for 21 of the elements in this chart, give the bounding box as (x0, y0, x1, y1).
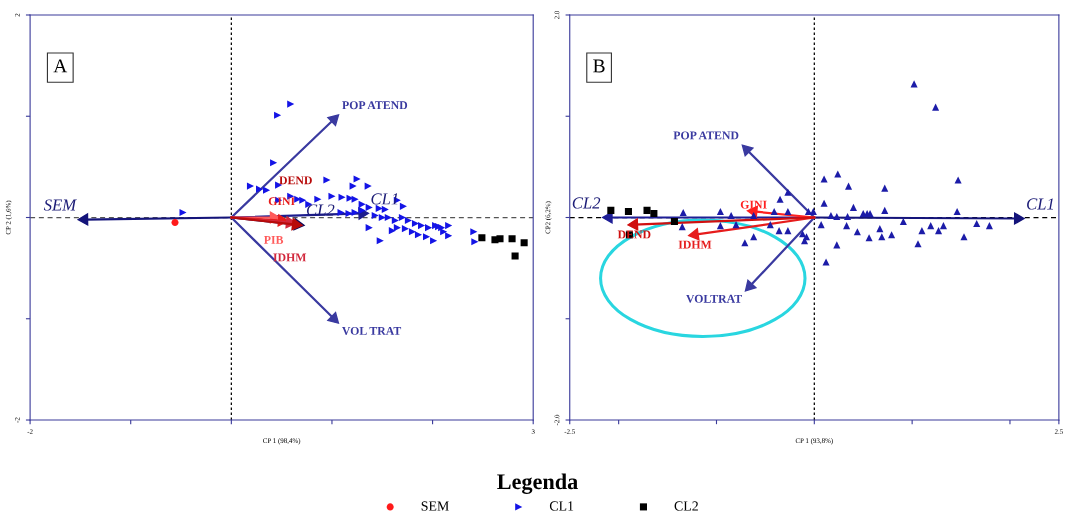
legend-label: CL2 (674, 501, 698, 511)
annotation: B (593, 59, 605, 73)
series-label: VOLTRAT (686, 294, 742, 303)
series-label: IDHM (678, 240, 712, 249)
annotation: CL2 (306, 204, 335, 216)
annotation: SEM (43, 199, 77, 211)
series-label: GINI (268, 197, 295, 206)
series-label: POP ATEND (673, 131, 739, 140)
legend-label: SEM (421, 501, 449, 511)
annotation: CL2 (572, 197, 601, 209)
annotation: CL1 (1027, 198, 1054, 210)
legend-title: Legenda (497, 473, 578, 494)
series-label: VOL TRAT (342, 326, 402, 335)
annotation: A (53, 59, 68, 73)
text: DEND (279, 176, 312, 185)
text: IDHM (273, 253, 307, 262)
annotation: CL1 (371, 193, 398, 205)
series-label: POP ATEND (342, 101, 408, 110)
series-label: GINI (740, 200, 767, 209)
series-label: PIB (263, 236, 284, 244)
legend-label: CL1 (549, 501, 574, 511)
